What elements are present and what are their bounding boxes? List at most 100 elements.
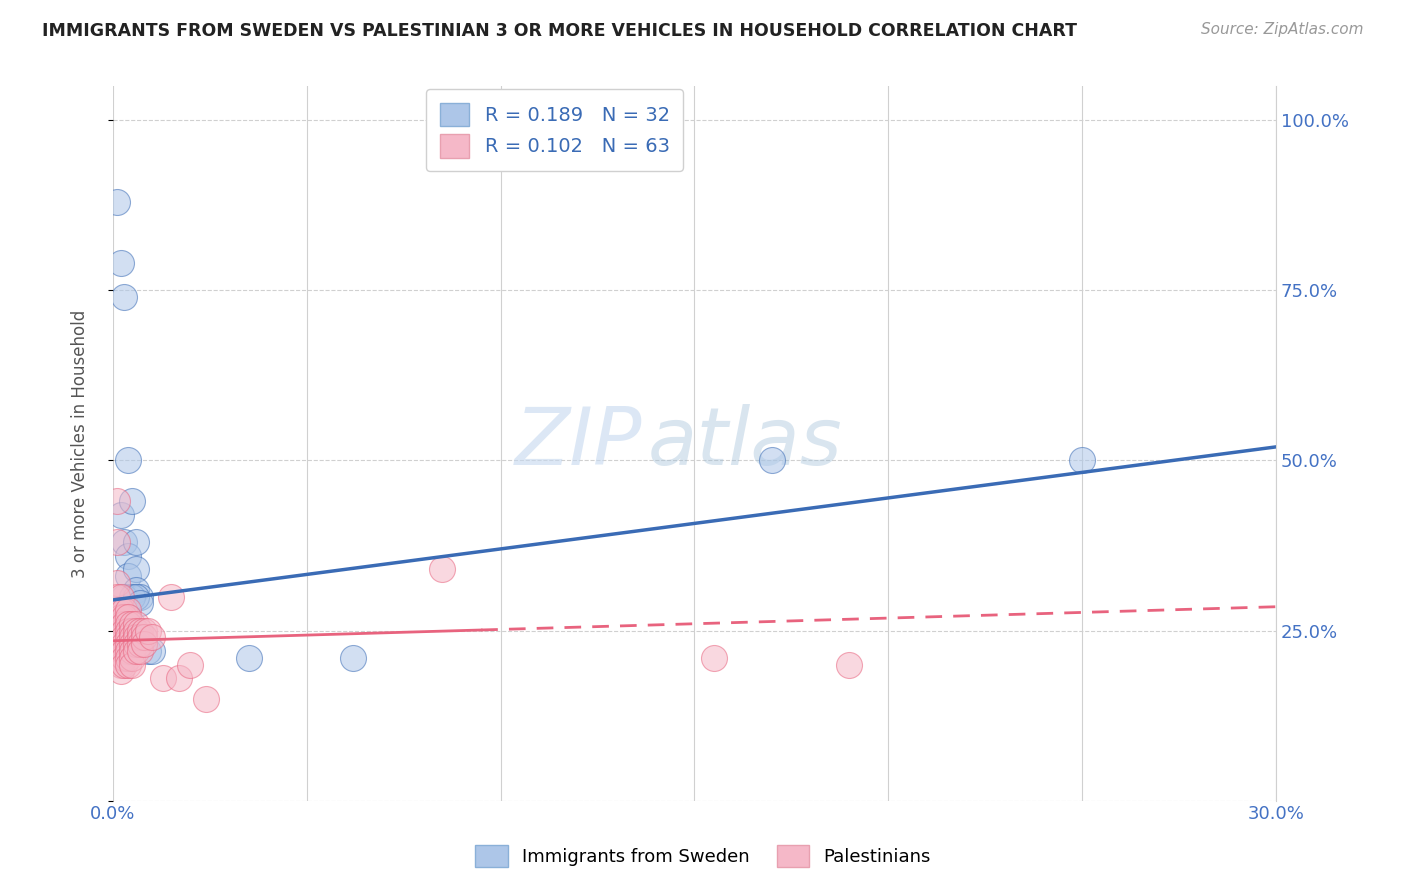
- Point: [105, 494, 128, 508]
- Point: [117, 610, 139, 624]
- Point: [114, 616, 136, 631]
- Point: [761, 453, 783, 467]
- Point: [125, 644, 148, 658]
- Point: [432, 562, 454, 576]
- Point: [117, 569, 139, 583]
- Point: [114, 610, 136, 624]
- Point: [125, 624, 148, 638]
- Point: [114, 290, 136, 304]
- Point: [105, 603, 128, 617]
- Point: [129, 631, 152, 645]
- Point: [136, 624, 159, 638]
- Point: [117, 650, 139, 665]
- Point: [117, 624, 139, 638]
- Point: [117, 657, 139, 672]
- Point: [125, 590, 148, 604]
- Point: [129, 644, 152, 658]
- Point: [105, 194, 128, 209]
- Point: [125, 616, 148, 631]
- Point: [141, 644, 163, 658]
- Point: [105, 637, 128, 651]
- Point: [110, 631, 132, 645]
- Legend: Immigrants from Sweden, Palestinians: Immigrants from Sweden, Palestinians: [468, 838, 938, 874]
- Point: [160, 590, 183, 604]
- Point: [110, 590, 132, 604]
- Point: [105, 590, 128, 604]
- Point: [110, 650, 132, 665]
- Point: [125, 562, 148, 576]
- Point: [114, 590, 136, 604]
- Point: [114, 657, 136, 672]
- Text: atlas: atlas: [648, 404, 842, 483]
- Point: [114, 644, 136, 658]
- Point: [110, 616, 132, 631]
- Point: [125, 631, 148, 645]
- Point: [117, 603, 139, 617]
- Point: [121, 644, 143, 658]
- Point: [1071, 453, 1094, 467]
- Point: [132, 637, 155, 651]
- Point: [117, 610, 139, 624]
- Point: [129, 590, 152, 604]
- Point: [125, 582, 148, 597]
- Point: [117, 616, 139, 631]
- Text: IMMIGRANTS FROM SWEDEN VS PALESTINIAN 3 OR MORE VEHICLES IN HOUSEHOLD CORRELATIO: IMMIGRANTS FROM SWEDEN VS PALESTINIAN 3 …: [42, 22, 1077, 40]
- Point: [342, 650, 364, 665]
- Point: [110, 637, 132, 651]
- Point: [114, 535, 136, 549]
- Point: [125, 535, 148, 549]
- Point: [114, 603, 136, 617]
- Point: [105, 624, 128, 638]
- Legend: R = 0.189   N = 32, R = 0.102   N = 63: R = 0.189 N = 32, R = 0.102 N = 63: [426, 89, 683, 171]
- Point: [238, 650, 260, 665]
- Y-axis label: 3 or more Vehicles in Household: 3 or more Vehicles in Household: [72, 310, 89, 578]
- Point: [117, 637, 139, 651]
- Point: [110, 603, 132, 617]
- Point: [121, 590, 143, 604]
- Point: [117, 631, 139, 645]
- Point: [114, 616, 136, 631]
- Point: [121, 637, 143, 651]
- Point: [114, 631, 136, 645]
- Point: [114, 610, 136, 624]
- Point: [110, 610, 132, 624]
- Point: [125, 637, 148, 651]
- Point: [167, 671, 190, 685]
- Point: [110, 631, 132, 645]
- Point: [132, 631, 155, 645]
- Point: [110, 624, 132, 638]
- Point: [110, 256, 132, 270]
- Point: [152, 671, 174, 685]
- Point: [114, 650, 136, 665]
- Point: [117, 644, 139, 658]
- Point: [121, 631, 143, 645]
- Point: [121, 624, 143, 638]
- Point: [129, 624, 152, 638]
- Point: [110, 616, 132, 631]
- Point: [105, 616, 128, 631]
- Point: [110, 603, 132, 617]
- Point: [194, 691, 217, 706]
- Point: [110, 644, 132, 658]
- Point: [114, 624, 136, 638]
- Point: [105, 576, 128, 591]
- Point: [129, 637, 152, 651]
- Point: [117, 549, 139, 563]
- Point: [121, 657, 143, 672]
- Text: ZIP: ZIP: [515, 404, 643, 483]
- Point: [179, 657, 201, 672]
- Point: [110, 665, 132, 679]
- Point: [141, 631, 163, 645]
- Point: [121, 616, 143, 631]
- Text: Source: ZipAtlas.com: Source: ZipAtlas.com: [1201, 22, 1364, 37]
- Point: [129, 596, 152, 610]
- Point: [121, 650, 143, 665]
- Point: [110, 508, 132, 522]
- Point: [136, 644, 159, 658]
- Point: [132, 624, 155, 638]
- Point: [121, 494, 143, 508]
- Point: [114, 637, 136, 651]
- Point: [117, 453, 139, 467]
- Point: [105, 535, 128, 549]
- Point: [110, 657, 132, 672]
